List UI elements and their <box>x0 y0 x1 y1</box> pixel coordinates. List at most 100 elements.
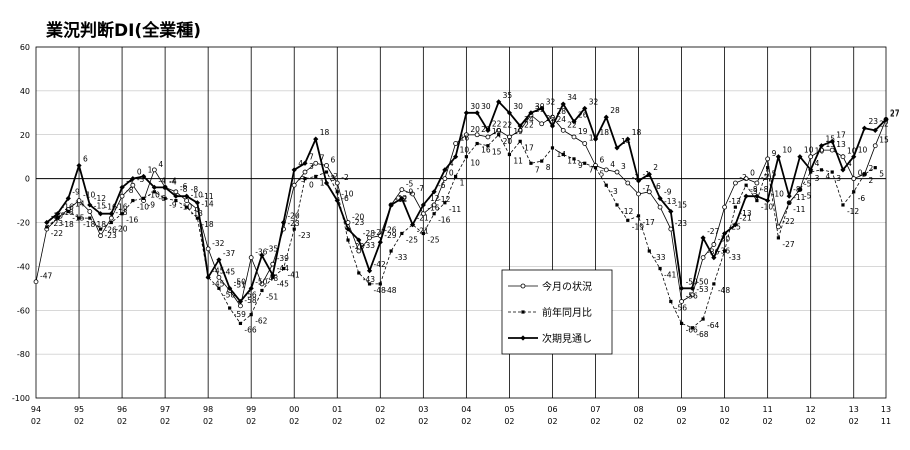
data-point <box>776 224 781 230</box>
data-point <box>280 219 287 226</box>
data-point <box>259 281 265 287</box>
data-point <box>55 216 60 220</box>
data-label: -10 <box>137 203 149 212</box>
data-label: 20 <box>503 137 513 146</box>
data-point <box>356 248 362 254</box>
data-label: 11 <box>567 156 577 165</box>
chart-title: 業況判断DI(全業種) <box>46 20 201 41</box>
data-label: -23 <box>675 219 687 228</box>
data-label: -2 <box>632 173 640 182</box>
x-tick-month: 02 <box>160 417 170 426</box>
data-label: 4 <box>298 159 303 168</box>
data-point <box>635 178 642 184</box>
x-tick-year: 00 <box>289 405 299 414</box>
data-label: -10 <box>772 190 784 199</box>
x-tick-month: 02 <box>31 417 41 426</box>
data-point <box>669 299 673 304</box>
data-label: 10 <box>858 146 868 155</box>
data-label: 30 <box>535 102 545 111</box>
data-point <box>732 222 738 228</box>
data-label: -16 <box>115 203 127 212</box>
data-label: 19 <box>513 127 523 136</box>
data-label: -15 <box>72 214 84 223</box>
data-label: -21 <box>417 214 429 223</box>
data-label: 17 <box>524 143 534 152</box>
data-label: -45 <box>212 279 224 288</box>
x-tick-month: 02 <box>203 417 213 426</box>
x-tick-year: 04 <box>461 405 471 414</box>
data-label: -12 <box>847 207 859 216</box>
data-label: 27 <box>890 108 900 117</box>
data-point <box>76 162 82 169</box>
data-point <box>194 200 200 206</box>
data-label: 0 <box>750 169 755 178</box>
data-point <box>463 132 469 138</box>
x-tick-month: 02 <box>375 417 385 426</box>
data-point <box>755 198 759 203</box>
data-label: 24 <box>556 115 566 124</box>
data-label: -12 <box>395 195 407 204</box>
data-point <box>238 303 243 309</box>
data-label: 10 <box>470 159 480 168</box>
data-label: -3 <box>610 187 618 196</box>
data-point <box>260 288 264 293</box>
data-label: -10 <box>148 191 160 200</box>
data-point <box>453 141 459 146</box>
legend-label: 前年同月比 <box>542 306 592 319</box>
data-label: -13 <box>729 197 741 206</box>
x-tick-year: 99 <box>246 405 256 414</box>
data-label: -48 <box>718 286 730 295</box>
data-point <box>464 155 468 159</box>
data-label: 15 <box>825 135 835 144</box>
data-point <box>776 236 781 240</box>
data-point <box>76 198 82 203</box>
x-tick-month: 02 <box>633 417 643 426</box>
data-point <box>302 169 308 175</box>
data-label: -58 <box>244 296 256 305</box>
data-label: -27 <box>782 240 794 249</box>
data-point <box>765 197 771 204</box>
data-point <box>862 172 867 176</box>
data-label: -66 <box>244 325 256 334</box>
data-point <box>357 271 361 275</box>
data-point <box>571 118 577 125</box>
data-label: -51 <box>234 281 246 290</box>
data-label: -62 <box>255 317 267 326</box>
data-label: 29 <box>535 105 545 114</box>
data-point <box>388 202 394 208</box>
data-point <box>808 154 814 160</box>
data-point <box>679 321 684 326</box>
data-label: -15 <box>94 202 106 211</box>
data-label: -12 <box>395 194 407 203</box>
data-label: -16 <box>438 216 450 225</box>
x-tick-year: 13 <box>881 405 891 414</box>
data-point <box>109 220 113 225</box>
data-label: -6 <box>438 181 446 190</box>
data-point <box>345 226 351 232</box>
data-point <box>248 285 254 291</box>
data-point <box>474 110 480 116</box>
data-label: 22 <box>879 119 889 128</box>
data-label: 2 <box>868 164 873 173</box>
data-point <box>496 99 502 105</box>
data-label: 16 <box>589 134 599 143</box>
data-point <box>840 167 846 173</box>
data-label: -22 <box>51 229 63 238</box>
data-label: 19 <box>578 127 588 136</box>
data-point <box>346 238 350 242</box>
x-tick-month: 02 <box>590 417 600 426</box>
data-label: -51 <box>266 293 278 302</box>
data-label: -9 <box>148 200 156 209</box>
data-label: -4 <box>158 176 166 185</box>
data-point <box>700 235 706 241</box>
x-tick-month: 02 <box>117 417 127 426</box>
data-point <box>700 255 706 261</box>
data-label: -56 <box>686 291 698 300</box>
data-label: -48 <box>374 286 386 295</box>
data-point <box>367 235 372 241</box>
data-point <box>205 246 211 252</box>
data-point <box>334 197 340 204</box>
data-point <box>744 183 748 187</box>
data-point <box>185 205 189 209</box>
data-point <box>754 193 760 199</box>
